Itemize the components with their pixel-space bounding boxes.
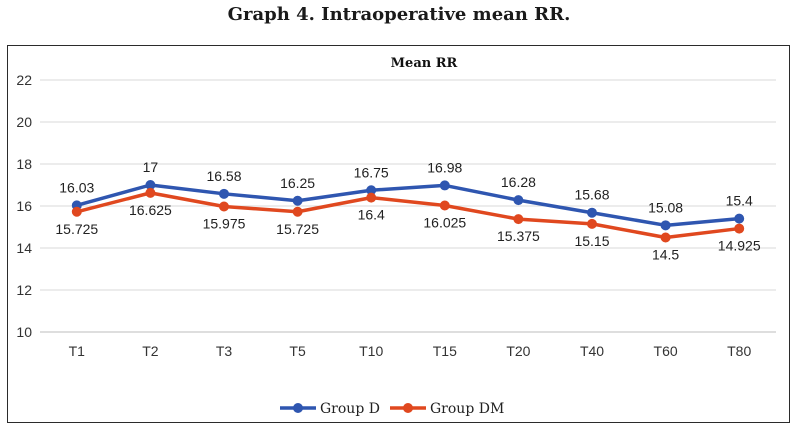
series-points [71,180,745,243]
data-label: 17 [143,159,159,175]
y-tick-label: 18 [16,156,32,172]
series-line-group-d [75,183,741,228]
y-tick-label: 14 [16,240,32,256]
x-tick-label: T3 [216,343,233,359]
data-label: 16.58 [206,168,241,184]
x-axis-ticks: T1 T2 T3 T5 T10 T15 T20 T40 T60 T80 [69,343,752,359]
data-label: 14.5 [652,247,679,263]
chart-title: Mean RR [391,56,458,71]
data-label: 15.68 [574,187,609,203]
y-tick-label: 12 [16,282,32,298]
x-tick-label: T10 [359,343,383,359]
x-tick-label: T60 [654,343,678,359]
legend-label: Group D [320,401,380,417]
data-point [366,192,377,203]
x-tick-label: T1 [69,343,86,359]
y-tick-label: 22 [16,72,32,88]
legend: Group D Group DM [280,401,504,417]
data-label: 16.03 [59,179,94,195]
data-point [292,206,303,217]
data-point [734,223,745,234]
series-lines [75,183,741,240]
data-label: 14.925 [718,238,761,254]
data-point [660,220,671,231]
y-tick-label: 16 [16,198,32,214]
data-point [71,206,82,217]
gridlines [40,79,776,333]
data-point [439,200,450,211]
x-tick-label: T5 [289,343,306,359]
data-point [292,195,303,206]
series-line-group-dm [75,191,741,240]
data-labels: 16.03 17 16.58 16.25 16.75 16.98 16.28 15.68 15.… [55,159,760,263]
x-tick-label: T40 [580,343,604,359]
y-axis-ticks: 10 12 14 16 18 20 22 [16,72,32,340]
data-label: 16.25 [280,175,315,191]
data-label: 15.725 [55,221,98,237]
data-point [587,218,597,229]
x-tick-label: T20 [506,343,530,359]
data-point [513,195,524,206]
data-label: 16.28 [501,174,536,190]
data-label: 15.4 [726,193,753,209]
legend-label: Group DM [430,401,504,417]
data-point [587,207,597,218]
data-label: 15.375 [497,228,540,244]
data-label: 15.975 [203,216,246,232]
data-point [513,214,524,225]
legend-marker [293,403,303,413]
y-tick-label: 10 [16,324,32,340]
data-label: 16.025 [423,214,466,230]
data-label: 15.15 [574,233,609,249]
x-tick-label: T15 [433,343,457,359]
data-point [219,188,229,199]
data-label: 15.08 [648,199,683,215]
legend-marker [403,403,413,413]
data-label: 15.725 [276,221,319,237]
data-point [219,201,229,212]
data-label: 16.625 [129,202,172,218]
x-tick-label: T2 [142,343,159,359]
data-label: 16.4 [358,207,385,223]
data-label: 16.98 [427,159,462,175]
data-point [734,213,745,224]
figure-caption: Graph 4. Intraoperative mean RR. [227,4,571,25]
data-point [439,180,450,191]
x-tick-label: T80 [727,343,751,359]
data-point [660,232,671,243]
data-point [145,187,156,198]
chart-frame [7,45,790,423]
y-tick-label: 20 [16,114,32,130]
data-label: 16.75 [354,164,389,180]
